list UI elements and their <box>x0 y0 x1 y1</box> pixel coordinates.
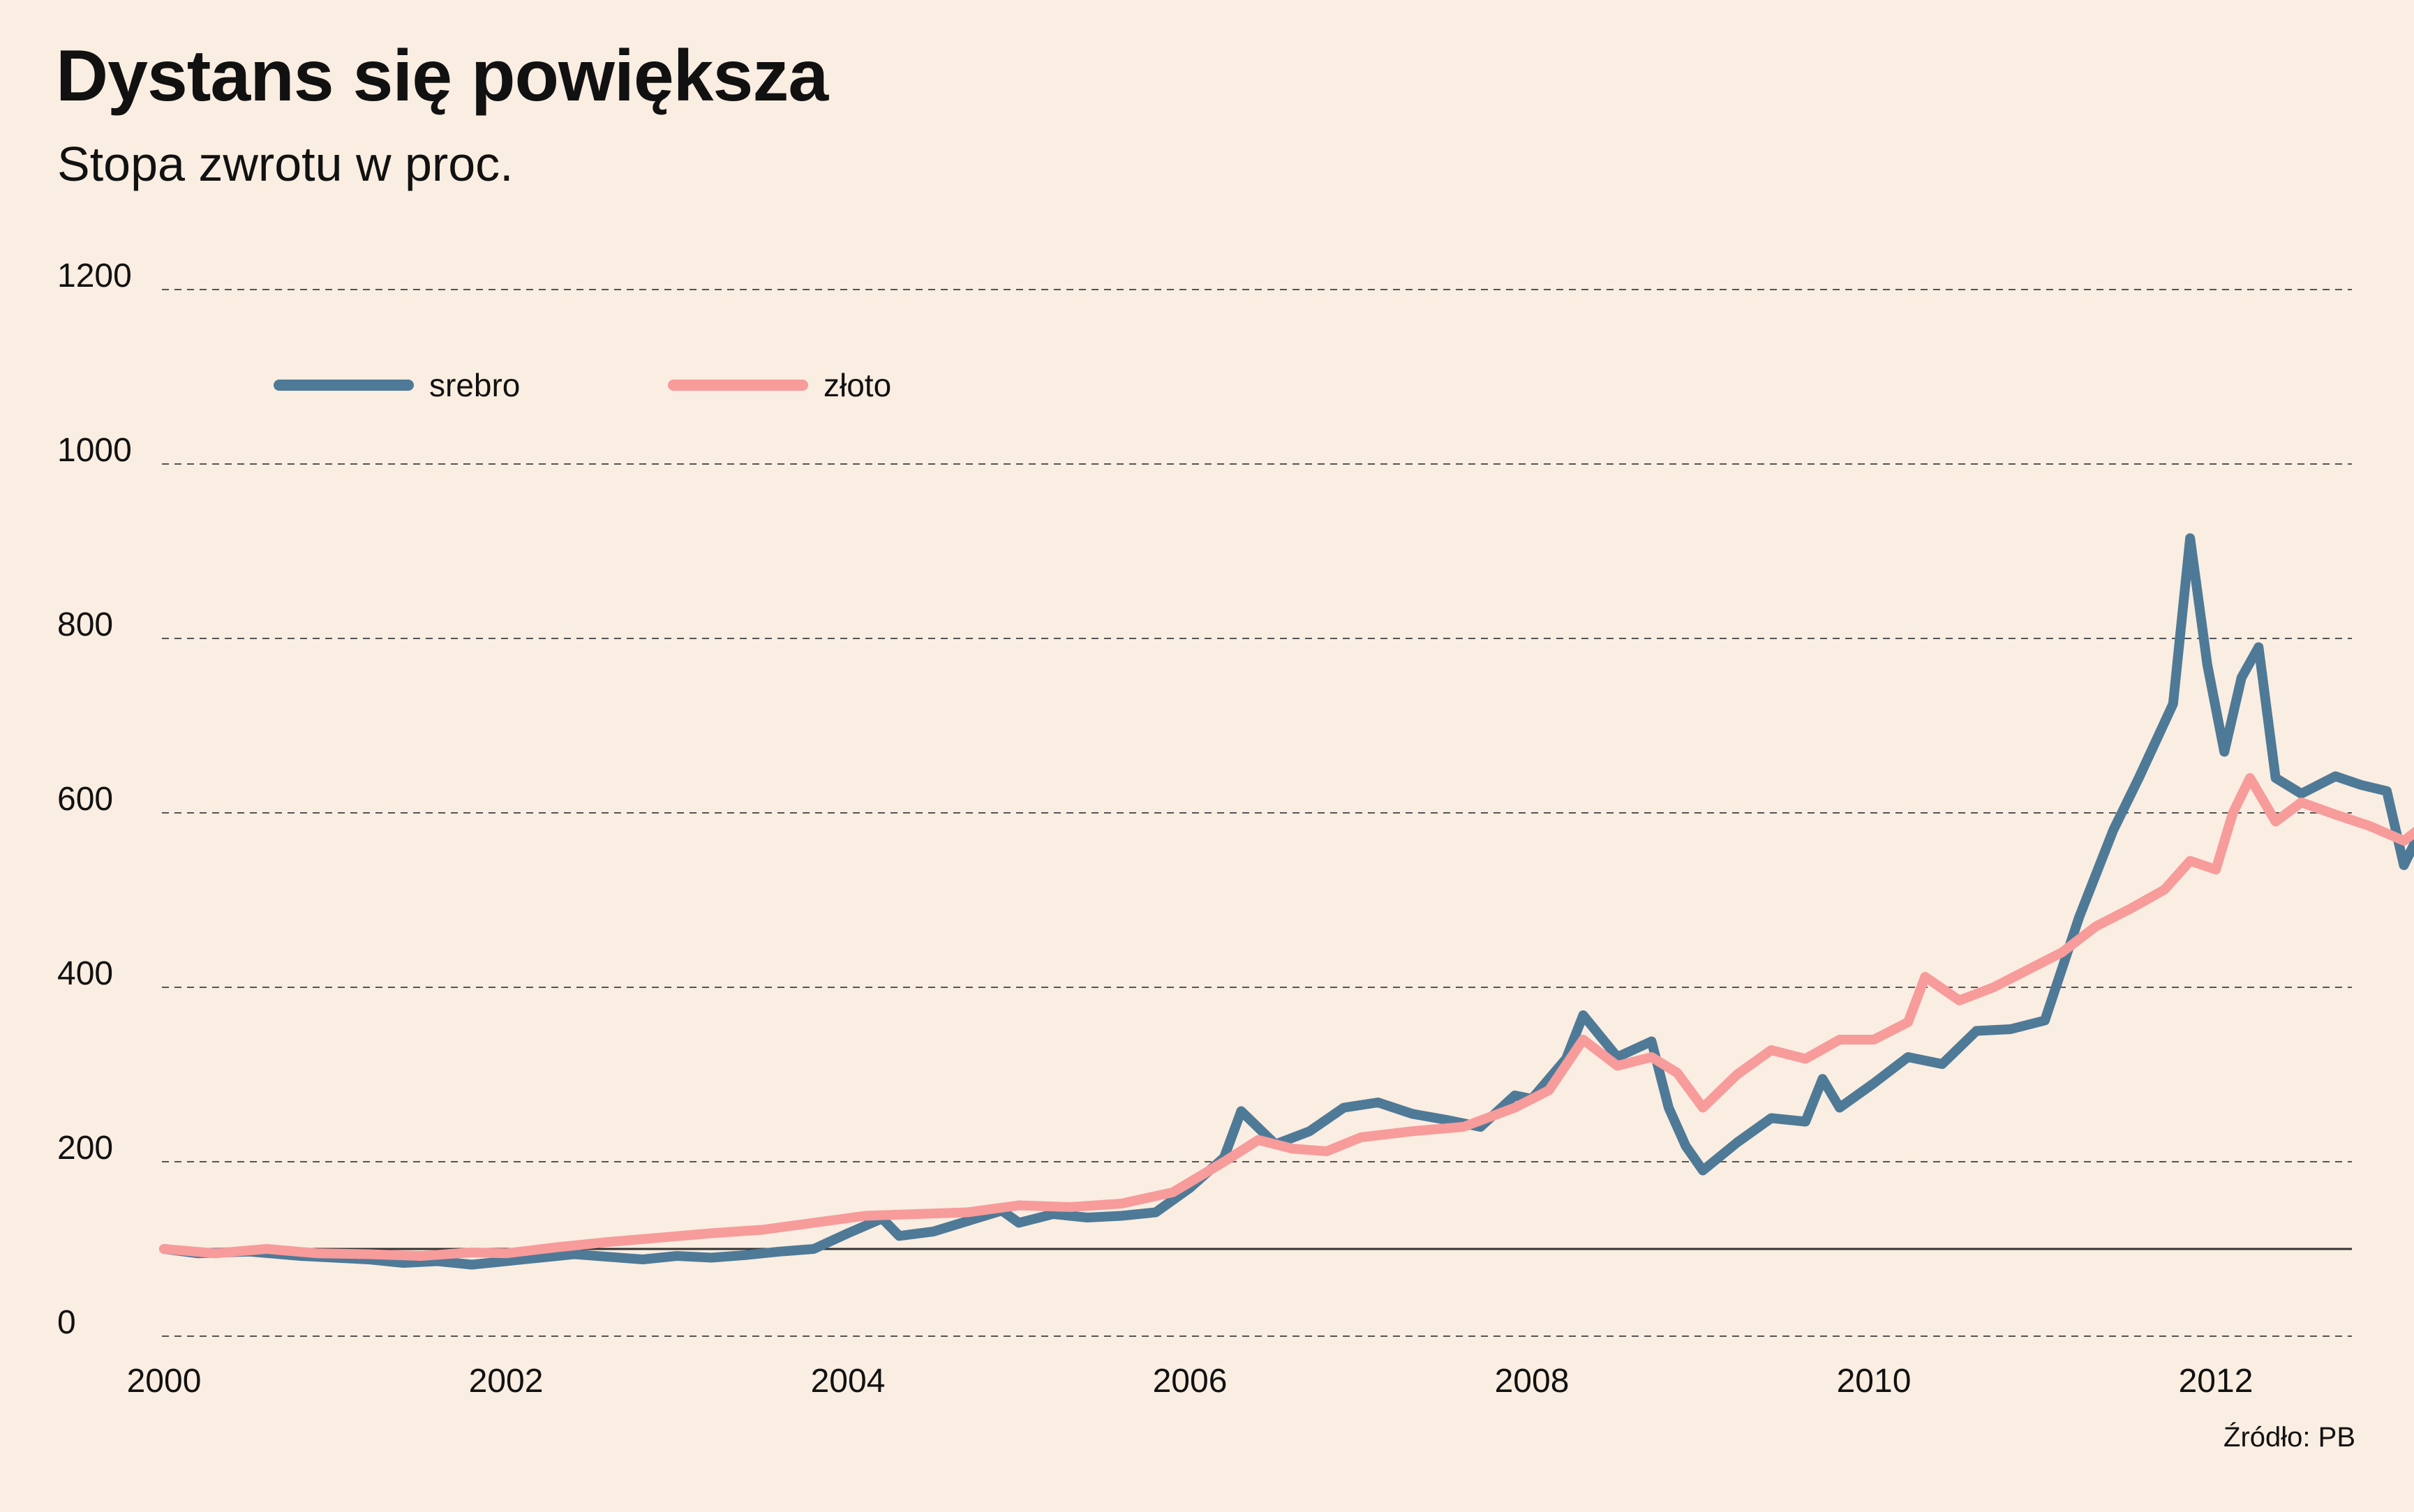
y-tick-label: 1000 <box>57 432 132 469</box>
y-tick-label: 600 <box>57 781 113 818</box>
legend: srebro złoto <box>274 367 891 403</box>
legend-label-1: złoto <box>824 367 891 403</box>
chart-subtitle: Stopa zwrotu w proc. <box>57 137 514 191</box>
gridlines <box>162 289 2352 1337</box>
source-note: Źródło: PB <box>2223 1422 2355 1453</box>
y-tick-label: 800 <box>57 606 113 643</box>
x-tick-label: 2012 <box>2179 1363 2253 1400</box>
y-tick-label: 0 <box>57 1304 76 1341</box>
y-tick-label: 400 <box>57 955 113 992</box>
legend-label-0: srebro <box>429 367 520 403</box>
series-line-0 <box>159 533 2414 1270</box>
x-tick-label: 2006 <box>1153 1363 1228 1400</box>
y-axis-ticks: 0 200 400 600 800 1000 1200 <box>57 257 132 1341</box>
y-tick-label: 200 <box>57 1130 113 1167</box>
x-tick-label: 2002 <box>469 1363 544 1400</box>
x-tick-label: 2010 <box>1837 1363 1912 1400</box>
series-line-1 <box>159 773 2414 1261</box>
chart-title: Dystans się powiększa <box>56 36 828 117</box>
x-tick-label: 2000 <box>127 1363 202 1400</box>
series-lines <box>159 533 2414 1270</box>
x-tick-label: 2008 <box>1495 1363 1570 1400</box>
x-tick-label: 2004 <box>811 1363 886 1400</box>
x-axis-ticks: 2000200220042006200820102012201420162018… <box>127 1363 2253 1400</box>
y-tick-label: 1200 <box>57 257 132 294</box>
